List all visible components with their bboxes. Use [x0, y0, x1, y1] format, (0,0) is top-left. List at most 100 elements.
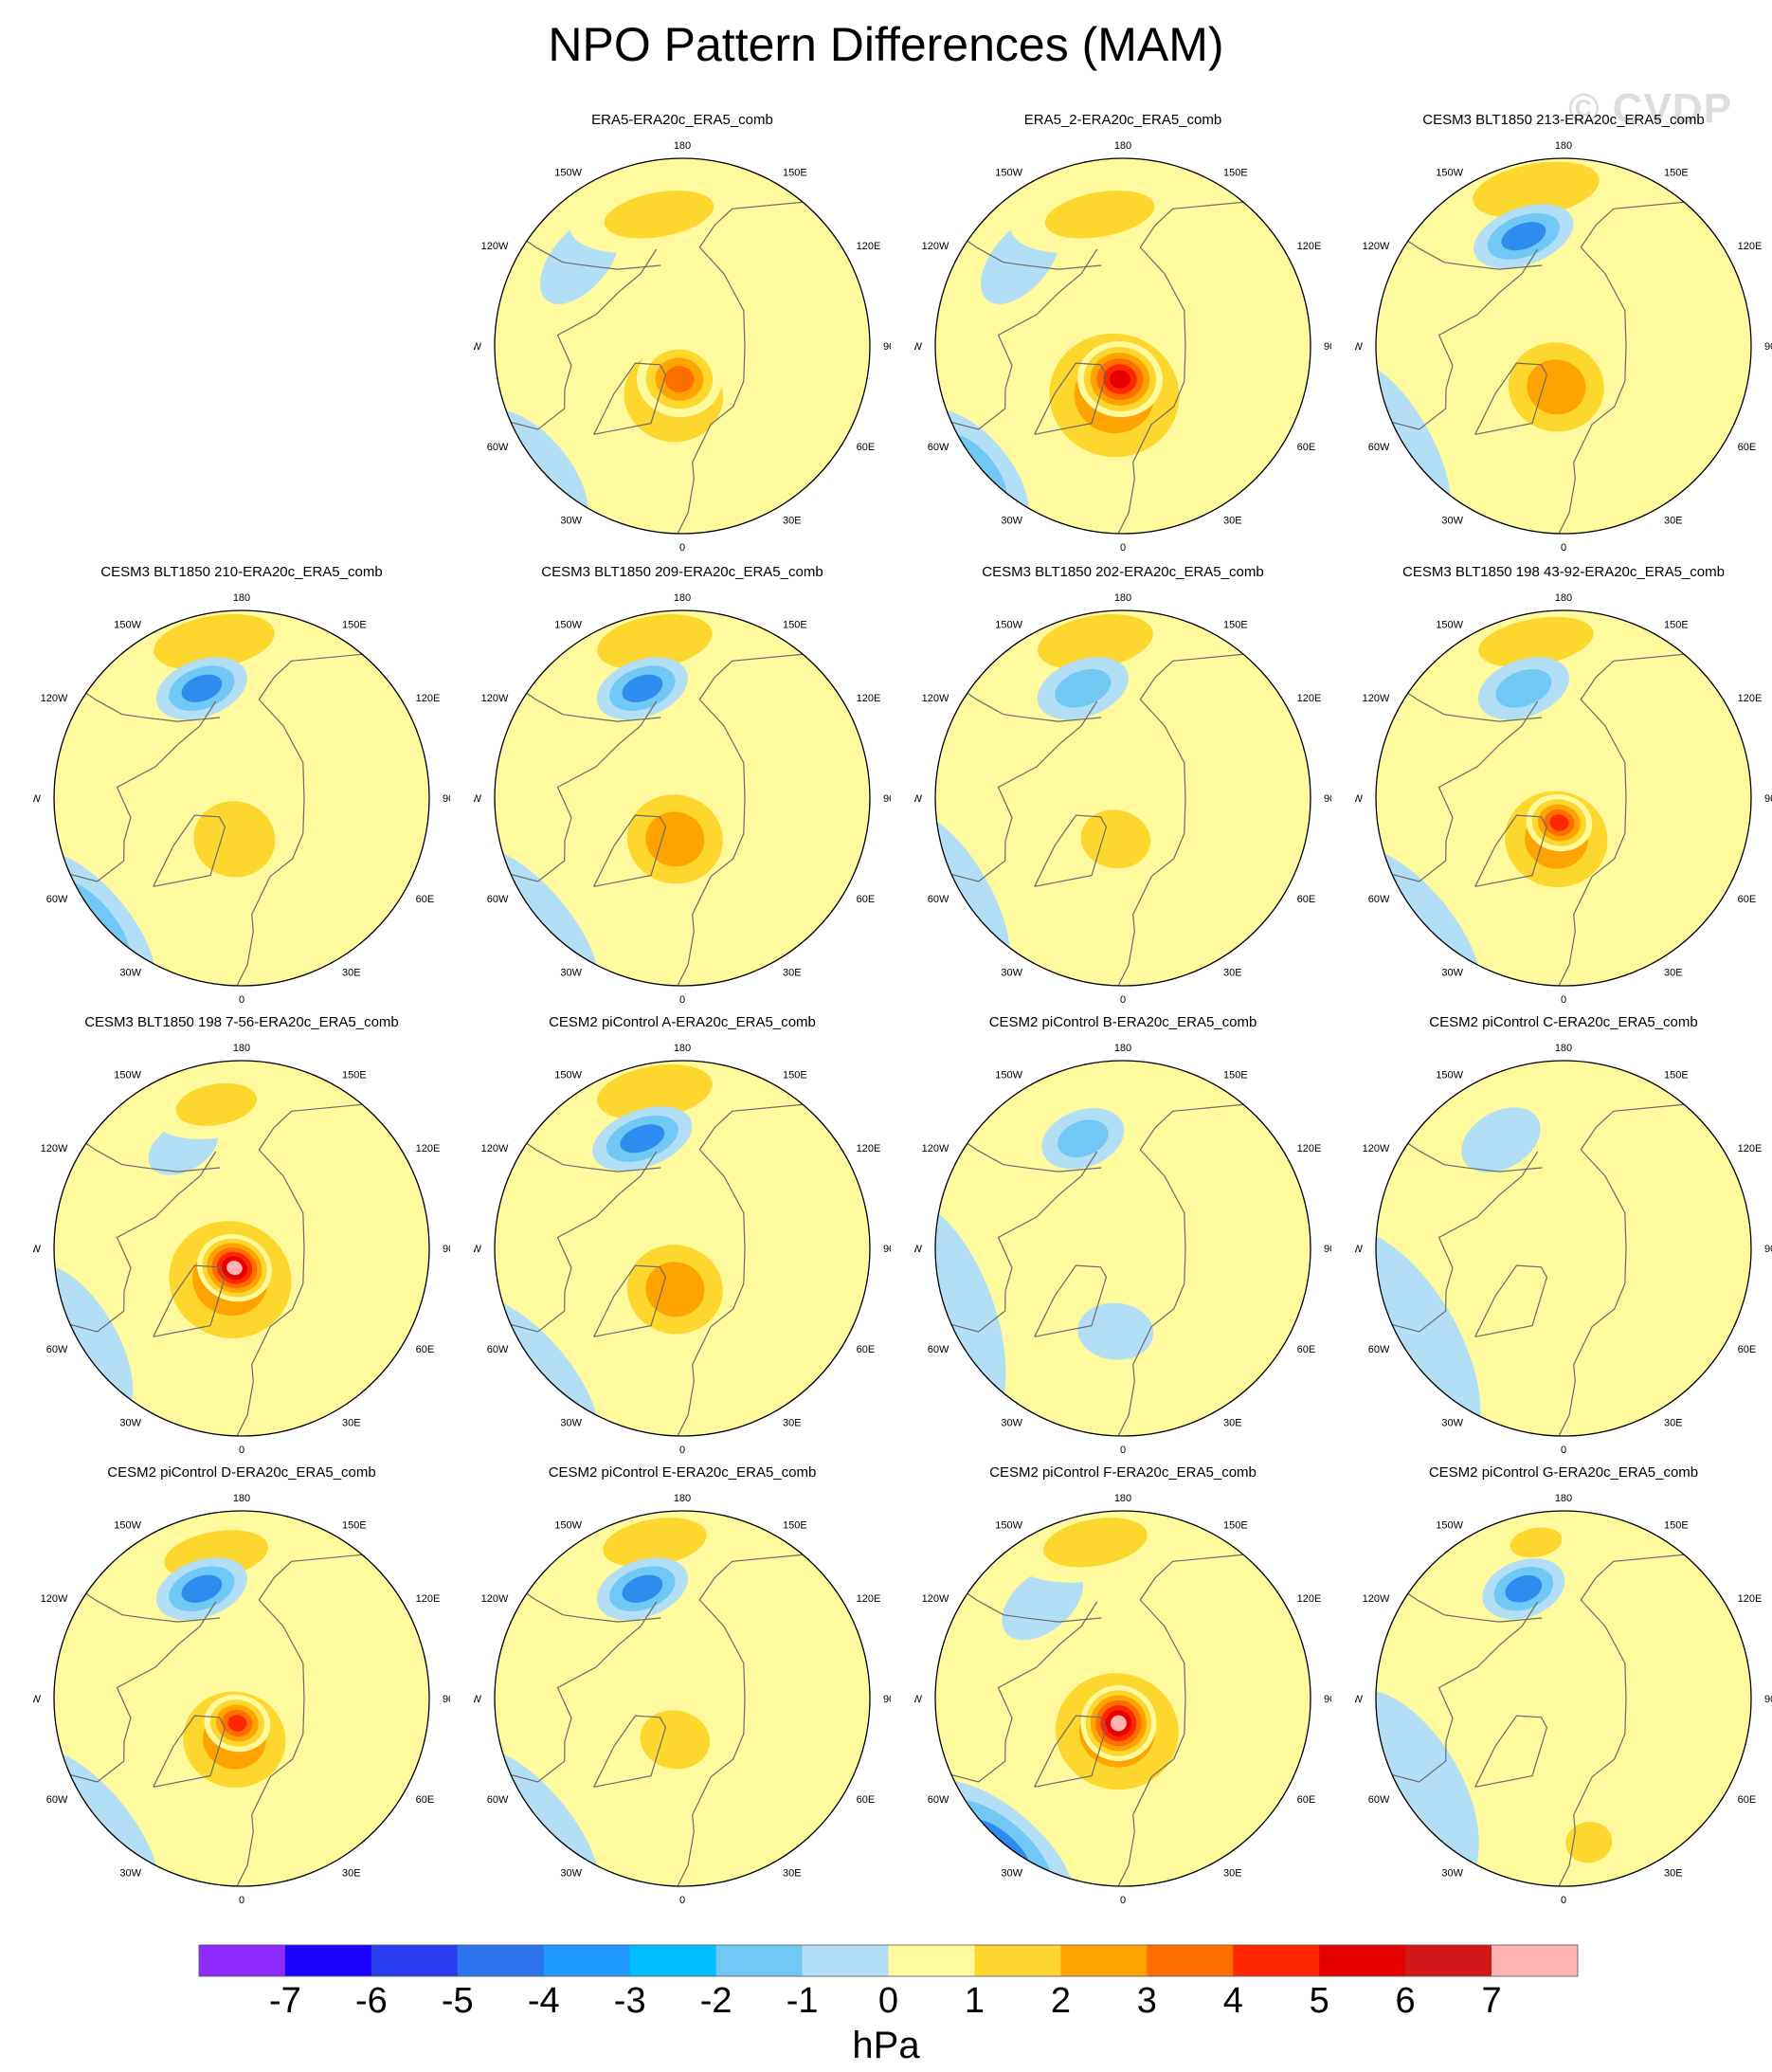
longitude-label: 150E	[1664, 167, 1689, 178]
longitude-label: 90W	[474, 1244, 482, 1255]
longitude-label: 120W	[922, 241, 949, 252]
negative-anomaly	[1495, 668, 1552, 708]
longitude-label: 150E	[1223, 167, 1248, 178]
colorbar-tick-label: 1	[965, 1981, 985, 2021]
longitude-label: 120W	[41, 1143, 68, 1154]
positive-anomaly	[175, 1082, 257, 1126]
positive-anomaly	[1038, 614, 1153, 670]
colorbar-swatch	[1233, 1945, 1320, 1976]
colorbar-swatch	[888, 1945, 975, 1976]
polar-map: 180 150E 120E 90E 60E 30E 0 30W 60W 90W 120W 150W	[33, 1043, 450, 1456]
longitude-label: 120W	[481, 1143, 509, 1154]
panel-title: CESM2 piControl B-ERA20c_ERA5_comb	[988, 1014, 1257, 1030]
longitude-label: 150E	[1664, 1519, 1689, 1531]
longitude-label: 90E	[1764, 1694, 1772, 1705]
positive-anomaly	[645, 811, 705, 867]
longitude-label: 120W	[481, 241, 509, 252]
negative-anomaly	[1501, 222, 1546, 251]
coastlines	[935, 201, 1311, 534]
longitude-label: 150E	[342, 619, 367, 630]
longitude-label: 60W	[1368, 442, 1390, 453]
negative-anomaly	[620, 1124, 665, 1154]
colorbar-swatch	[629, 1945, 717, 1976]
longitude-label: 60E	[1297, 1794, 1316, 1806]
map-panel: CESM2 piControl E-ERA20c_ERA5_comb 180 150…	[474, 1464, 891, 1910]
coastlines	[935, 653, 1311, 986]
longitude-label: 90E	[443, 1244, 450, 1255]
map-boundary	[53, 1510, 430, 1887]
longitude-label: 120W	[1363, 1143, 1390, 1154]
positive-anomaly	[597, 1064, 713, 1120]
longitude-label: 60E	[1297, 442, 1316, 453]
longitude-label: 150E	[1223, 1519, 1248, 1531]
map-panel: CESM2 piControl B-ERA20c_ERA5_comb 180 150…	[914, 1014, 1331, 1460]
panel-title: ERA5_2-ERA20c_ERA5_comb	[1023, 112, 1222, 128]
longitude-label: 0	[1120, 1895, 1126, 1906]
longitude-label: 120E	[1738, 1593, 1763, 1605]
longitude-label: 90W	[1355, 1244, 1364, 1255]
longitude-label: 150W	[995, 1519, 1022, 1531]
longitude-label: 180	[674, 592, 691, 604]
longitude-label: 60W	[487, 1794, 509, 1806]
positive-anomaly	[1510, 1527, 1563, 1558]
panel-title: CESM2 piControl C-ERA20c_ERA5_comb	[1429, 1014, 1698, 1030]
colorbar-swatch	[802, 1945, 889, 1976]
coastlines	[495, 201, 870, 534]
longitude-label: 0	[1120, 542, 1126, 554]
longitude-label: 90W	[1355, 793, 1364, 805]
coastlines	[54, 653, 429, 986]
longitude-label: 150W	[1436, 619, 1463, 630]
polar-map: 180 150E 120E 90E 60E 30E 0 30W 60W 90W 120W 150W	[474, 1493, 891, 1906]
longitude-label: 60E	[1297, 894, 1316, 905]
longitude-label: 180	[674, 1493, 691, 1504]
panel-title: CESM3 BLT1850 198 43-92-ERA20c_ERA5_comb	[1402, 564, 1725, 580]
map-panel: CESM2 piControl G-ERA20c_ERA5_comb 180 150…	[1355, 1464, 1772, 1910]
coastlines	[1376, 1554, 1751, 1886]
longitude-label: 180	[1114, 140, 1131, 152]
polar-map: 180 150E 120E 90E 60E 30E 0 30W 60W 90W 120W 150W	[914, 592, 1331, 1006]
colorbar-unit: hPa	[852, 2025, 920, 2066]
longitude-label: 120E	[1738, 1143, 1763, 1154]
longitude-label: 30W	[1001, 516, 1022, 527]
colorbar-swatch	[1492, 1945, 1579, 1976]
longitude-label: 30W	[1441, 1418, 1463, 1429]
longitude-label: 90E	[1324, 793, 1331, 805]
panel-title: CESM3 BLT1850 210-ERA20c_ERA5_comb	[100, 564, 383, 580]
longitude-label: 150W	[554, 1519, 582, 1531]
colorbar-tick-label: 6	[1396, 1981, 1416, 2021]
polar-map: 180 150E 120E 90E 60E 30E 0 30W 60W 90W 120W 150W	[1355, 592, 1772, 1006]
positive-anomaly	[604, 191, 714, 239]
longitude-label: 120E	[857, 693, 881, 704]
longitude-label: 60E	[416, 894, 435, 905]
longitude-label: 60W	[1368, 1794, 1390, 1806]
polar-map: 180 150E 120E 90E 60E 30E 0 30W 60W 90W 120W 150W	[474, 592, 891, 1006]
longitude-label: 180	[674, 1043, 691, 1054]
map-panel: CESM3 BLT1850 213-ERA20c_ERA5_comb 180 150…	[1355, 112, 1772, 557]
longitude-label: 120W	[481, 1593, 509, 1605]
colorbar-tick-label: -1	[787, 1981, 819, 2021]
longitude-label: 60W	[487, 1344, 509, 1355]
longitude-label: 30W	[1001, 1868, 1022, 1880]
longitude-label: 180	[1114, 1493, 1131, 1504]
negative-anomaly	[181, 1574, 223, 1603]
colorbar-swatch	[371, 1945, 459, 1976]
map-boundary	[1375, 609, 1752, 987]
field-background	[1376, 1061, 1751, 1436]
colorbar-tick-label: 0	[878, 1981, 898, 2021]
longitude-label: 60E	[857, 894, 876, 905]
colorbar-swatch	[199, 1945, 286, 1976]
colorbar-border	[198, 1944, 1579, 1977]
polar-map: 180 150E 120E 90E 60E 30E 0 30W 60W 90W 120W 150W	[474, 1043, 891, 1456]
polar-map: 180 150E 120E 90E 60E 30E 0 30W 60W 90W 120W 150W	[914, 1493, 1331, 1906]
map-panel: CESM2 piControl A-ERA20c_ERA5_comb 180 150…	[474, 1014, 891, 1460]
longitude-label: 0	[679, 1445, 685, 1456]
positive-anomaly	[664, 366, 695, 392]
panel-title: CESM2 piControl F-ERA20c_ERA5_comb	[989, 1464, 1257, 1481]
longitude-label: 60W	[928, 442, 949, 453]
longitude-label: 180	[1555, 592, 1572, 604]
colorbar-tick-label: 3	[1137, 1981, 1157, 2021]
colorbar-swatch	[974, 1945, 1061, 1976]
panel-title: ERA5-ERA20c_ERA5_comb	[591, 112, 773, 128]
longitude-label: 30E	[1223, 516, 1242, 527]
longitude-label: 180	[233, 1493, 250, 1504]
